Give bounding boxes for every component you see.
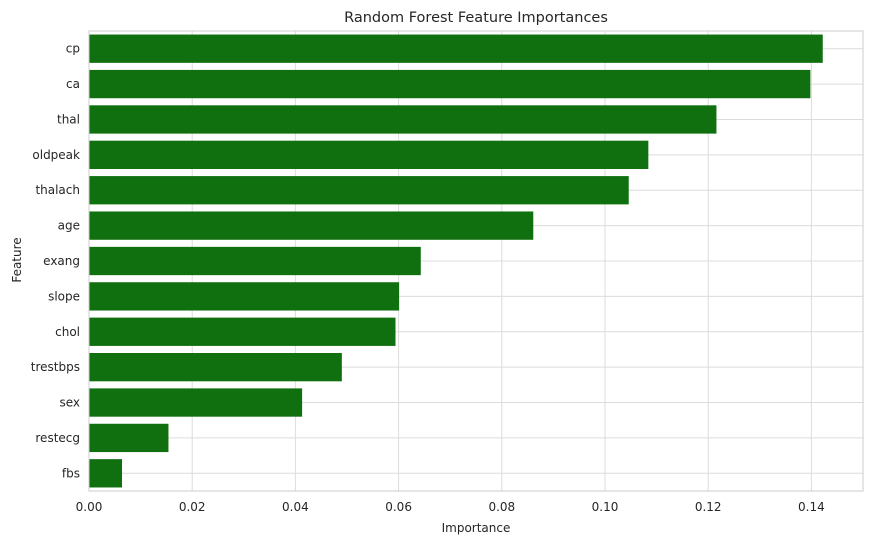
bar-ca — [89, 69, 811, 99]
bar-slope — [89, 282, 400, 311]
y-tick-label-exang: exang — [43, 254, 80, 268]
bar-thalach — [89, 176, 629, 205]
plot-frame — [88, 30, 864, 492]
x-tick-label: 0.00 — [76, 500, 103, 514]
y-tick-label-ca: ca — [66, 77, 80, 91]
bar-restecg — [89, 423, 169, 453]
bar-sex — [89, 388, 303, 417]
y-axis-label: Feature — [10, 237, 24, 282]
x-tick-label: 0.06 — [385, 500, 412, 514]
y-tick-label-slope: slope — [48, 289, 80, 303]
x-axis-label: Importance — [442, 521, 511, 535]
x-tick-label: 0.12 — [695, 500, 722, 514]
y-tick-label-trestbps: trestbps — [31, 360, 80, 374]
y-tick-labels: cp ca thal oldpeak thalach age exang slope chol t… — [31, 42, 80, 481]
bars — [89, 34, 823, 488]
bar-age — [89, 211, 534, 240]
y-tick-label-fbs: fbs — [62, 466, 80, 480]
x-tick-labels: 0.00 0.02 0.04 0.06 0.08 0.10 0.12 0.14 — [76, 500, 825, 514]
x-tick-label: 0.04 — [282, 500, 309, 514]
y-tick-label-thal: thal — [57, 112, 80, 126]
x-tick-label: 0.10 — [592, 500, 619, 514]
bar-chol — [89, 317, 396, 346]
y-tick-label-oldpeak: oldpeak — [32, 148, 80, 162]
bar-oldpeak — [89, 140, 649, 169]
x-tick-label: 0.02 — [179, 500, 206, 514]
bar-fbs — [89, 459, 123, 488]
y-tick-label-restecg: restecg — [35, 431, 80, 445]
y-tick-label-sex: sex — [59, 396, 80, 410]
x-tick-label: 0.14 — [798, 500, 825, 514]
chart-title: Random Forest Feature Importances — [344, 10, 608, 26]
bar-thal — [89, 105, 717, 134]
x-tick-label: 0.08 — [488, 500, 515, 514]
bar-trestbps — [89, 353, 342, 382]
y-tick-label-age: age — [58, 219, 80, 233]
y-tick-label-thalach: thalach — [35, 183, 80, 197]
bar-exang — [89, 246, 421, 276]
y-tick-label-cp: cp — [66, 42, 80, 56]
bar-cp — [89, 34, 823, 63]
y-tick-label-chol: chol — [55, 325, 80, 339]
